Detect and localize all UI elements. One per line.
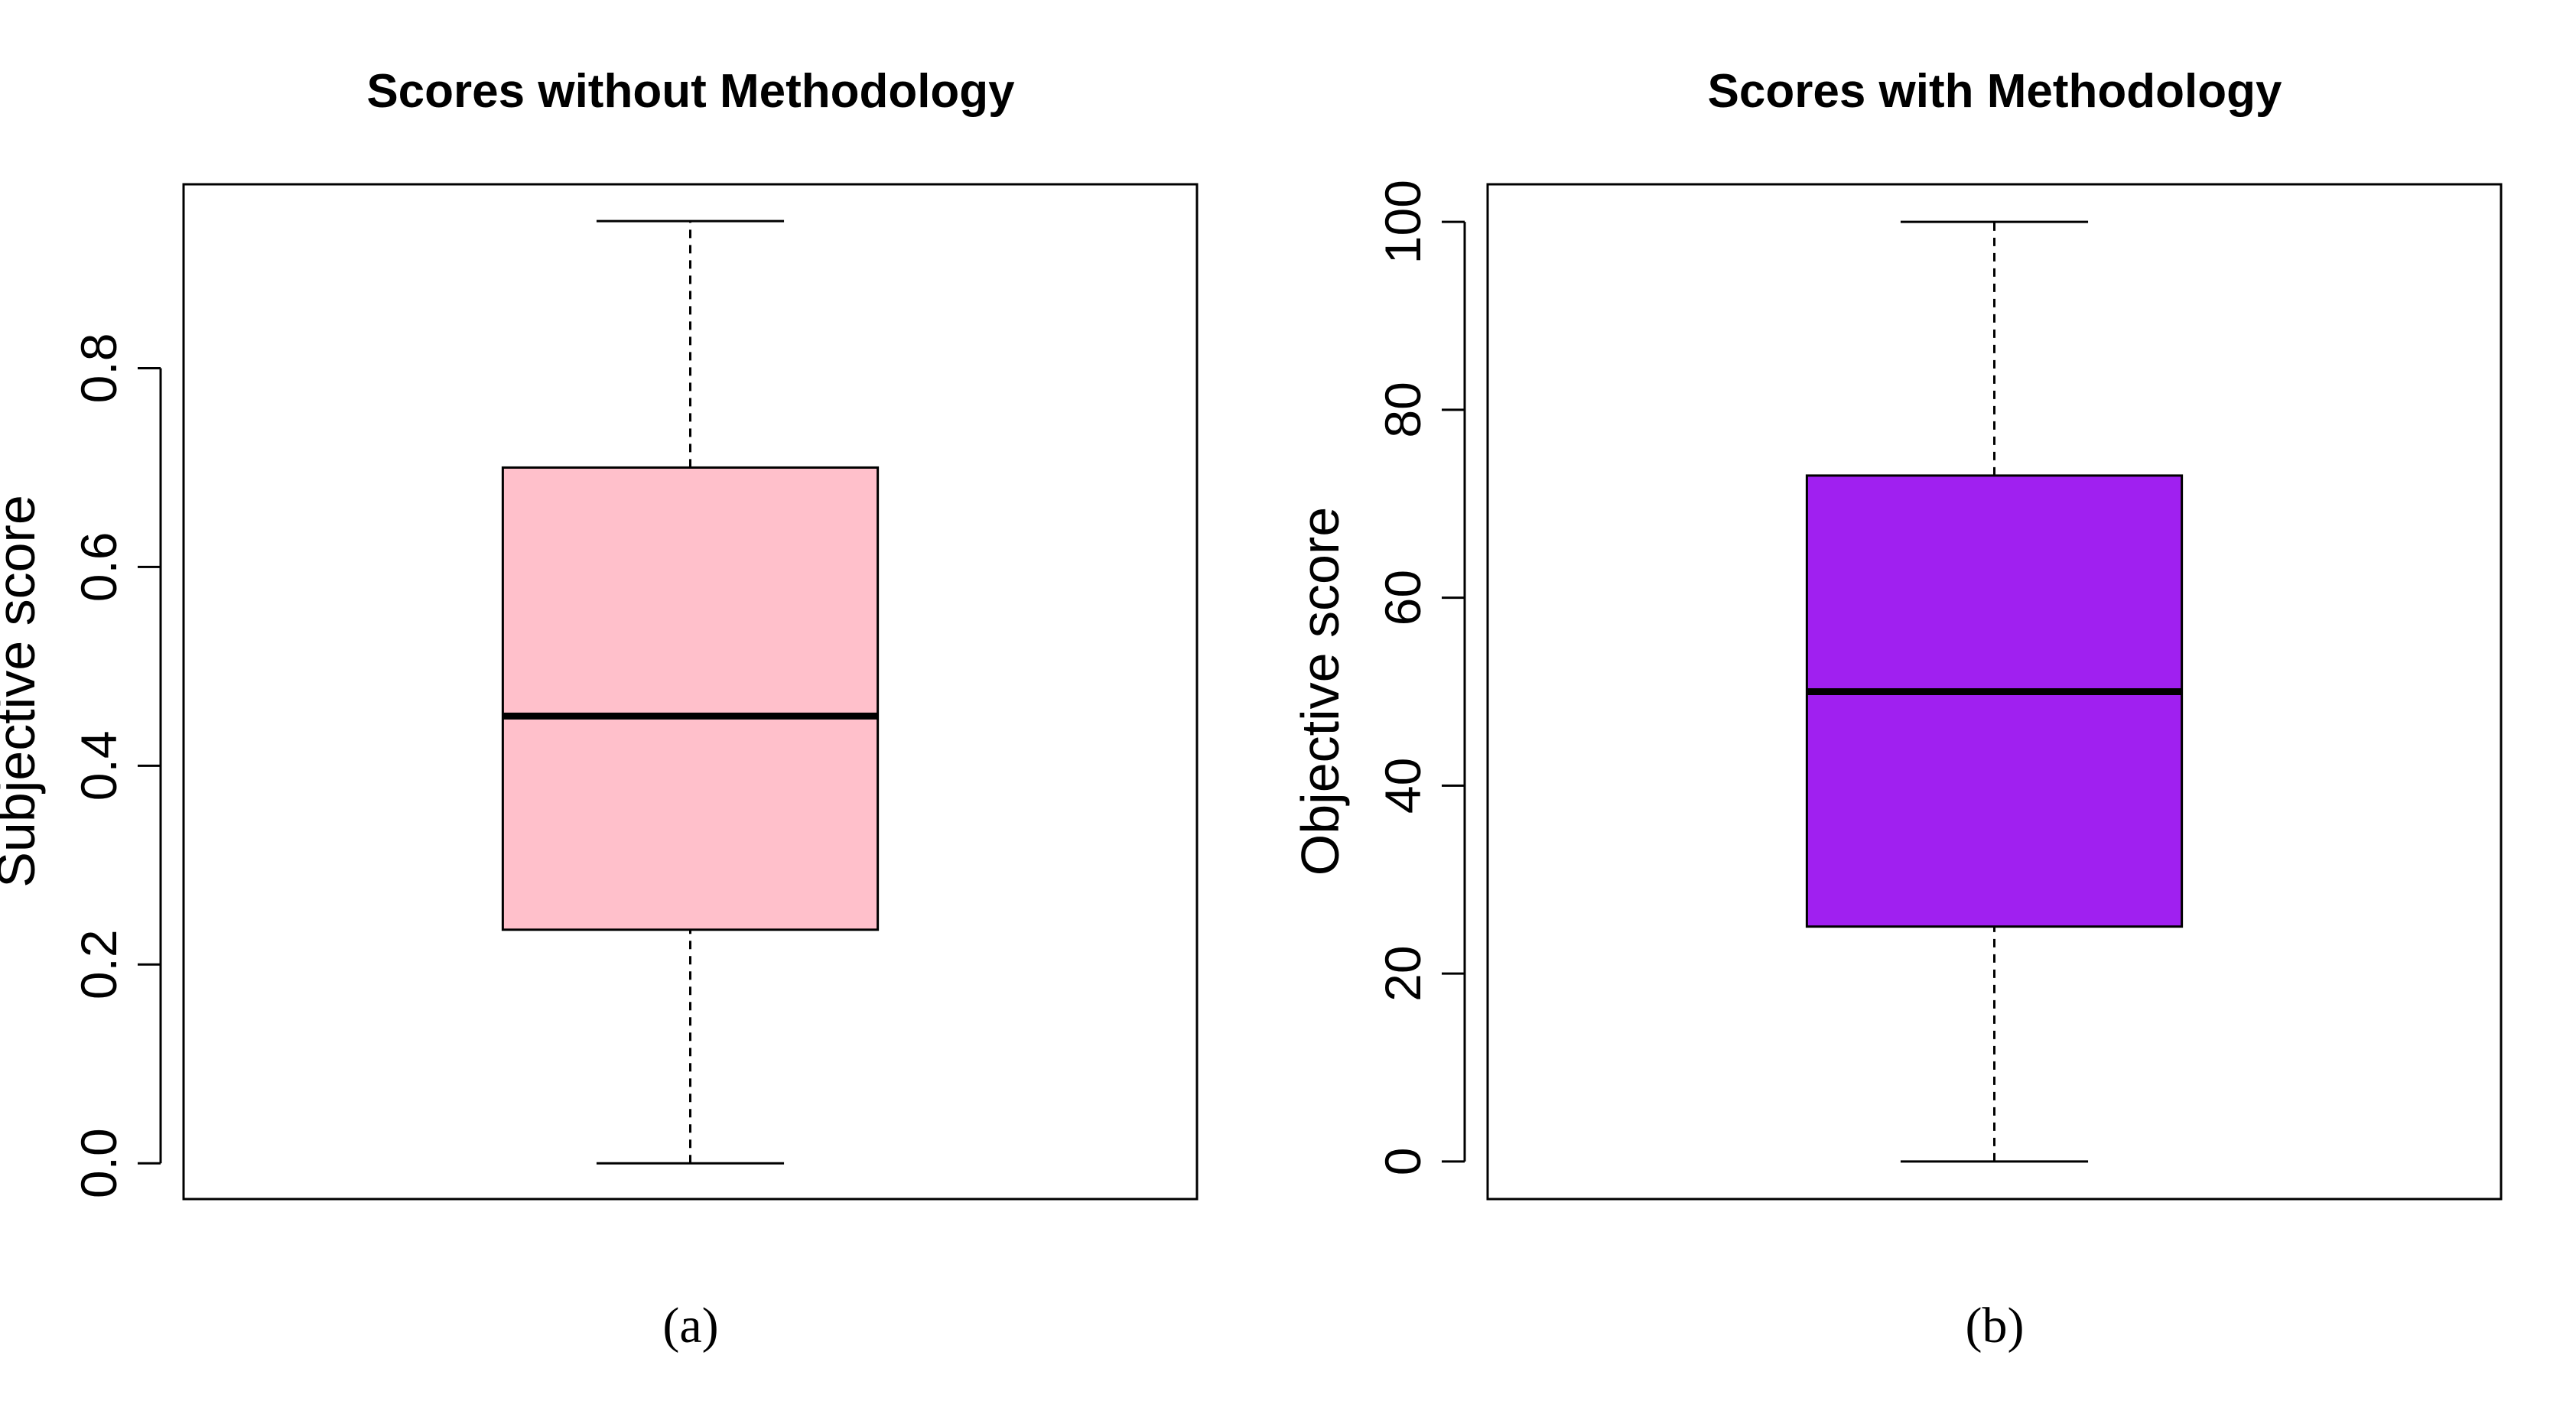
panel-a-y-tick-label: 0.6 <box>70 532 127 603</box>
panel-a-y-tick-label: 0.0 <box>70 1128 127 1198</box>
panel-b-y-tick-label: 100 <box>1374 180 1431 264</box>
panel-a-marks <box>501 219 880 1165</box>
panel-b-y-tick-label: 20 <box>1374 945 1431 1001</box>
panel-b-plot-frame <box>1486 183 2503 1201</box>
panel-a-y-tick-label: 0.8 <box>70 333 127 404</box>
panel-b: Scores with Methodology 0 20 40 60 80 100 Obj… <box>1290 65 2503 1354</box>
panel-a-y-axis: 0.0 0.2 0.4 0.6 0.8 <box>70 333 162 1198</box>
panel-a-iqr-box <box>501 466 880 931</box>
panel-a-y-tick-label: 0.4 <box>70 730 127 801</box>
panel-b-iqr-box <box>1805 474 2184 928</box>
panel-b-y-tick-label: 60 <box>1374 570 1431 626</box>
panel-a-plot-frame <box>182 183 1199 1201</box>
panel-a: Scores without Methodology 0.00.20.40.60… <box>0 65 1199 1354</box>
panel-b-y-tick-label: 40 <box>1374 758 1431 814</box>
panel-b-title: Scores with Methodology <box>1708 65 2282 118</box>
panel-a-y-axis-label: Subjective score <box>0 495 46 888</box>
panel-a-y-tick-label: 0.2 <box>70 929 127 999</box>
panel-b-marks <box>1805 220 2184 1163</box>
panel-b-y-tick-label: 0 <box>1374 1147 1431 1175</box>
panel-b-caption: (b) <box>1966 1298 2025 1354</box>
panel-b-y-axis-label: Objective score <box>1290 507 1350 876</box>
panel-a-caption: (a) <box>662 1298 718 1354</box>
panel-b-y-tick-label: 80 <box>1374 382 1431 437</box>
panel-b-y-axis: 0 20 40 60 80 100 <box>1374 180 1466 1175</box>
panel-a-title: Scores without Methodology <box>366 65 1015 118</box>
